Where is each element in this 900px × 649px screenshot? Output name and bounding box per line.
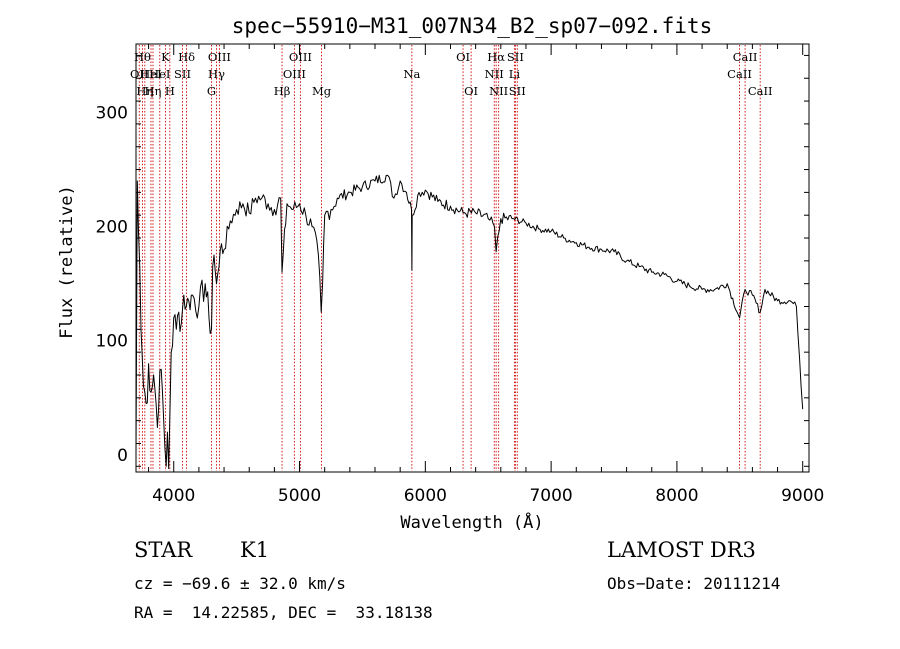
survey-name: LAMOST DR3: [607, 538, 756, 562]
x-tick-label: 8000: [655, 486, 698, 506]
spectral-line-labels: OIIHθHηHeIHηHeIKHSIIHδGHγOIIIHβOIIIOIIIM…: [130, 50, 773, 98]
spectral-line-label: NII: [485, 67, 504, 81]
spectral-line-label: Hη: [145, 84, 162, 98]
coordinates-readout: RA = 14.22585, DEC = 33.18138: [134, 603, 433, 622]
obs-date-readout: Obs−Date: 20111214: [607, 574, 781, 593]
spectral-line-label: SII: [507, 50, 524, 64]
spectral-line-label: OIII: [283, 67, 306, 81]
spectral-line-label: OI: [456, 50, 470, 64]
spectral-line-label: Hβ: [274, 84, 291, 98]
x-axis-ticks: 4000 5000 6000 7000 8000 9000: [148, 44, 824, 506]
x-tick-label: 7000: [529, 486, 572, 506]
spectral-line-label: CaII: [748, 84, 773, 98]
y-axis-label: Flux (relative): [57, 185, 77, 339]
x-tick-label: 9000: [781, 486, 824, 506]
plot-frame: [135, 43, 810, 473]
spectral-line-label: OI: [464, 84, 478, 98]
spectral-line-label: CaII: [727, 67, 752, 81]
y-tick-label: 100: [96, 332, 128, 352]
spectral-line-label: H: [165, 84, 175, 98]
spectral-line-label: OIII: [289, 50, 312, 64]
redshift-readout: cz = −69.6 ± 32.0 km/s: [134, 574, 346, 593]
x-tick-label: 6000: [404, 486, 447, 506]
spectral-line-label: G: [207, 84, 216, 98]
y-axis-ticks: 0 100 200 300: [96, 54, 809, 467]
object-subclass: K1: [240, 538, 270, 562]
spectral-line-label: Hδ: [178, 50, 195, 64]
spectral-line-label: Mg: [312, 84, 332, 98]
chart-title: spec−55910−M31_007N34_B2_sp07−092.fits: [232, 14, 712, 38]
spectrum-line: [135, 174, 804, 470]
x-tick-label: 5000: [278, 486, 321, 506]
object-class: STAR: [134, 538, 193, 562]
spectral-line-label: SII: [509, 84, 526, 98]
spectral-line-label: OIII: [208, 50, 231, 64]
y-tick-label: 0: [117, 446, 128, 466]
spectral-line-label: Li: [509, 67, 521, 81]
spectral-line-label: HeI: [140, 67, 161, 81]
spectral-line-label: Na: [403, 67, 420, 81]
spectral-line-label: Hγ: [208, 67, 225, 81]
spectral-line-label: OII: [130, 67, 149, 81]
x-axis-label: Wavelength (Å): [400, 511, 543, 533]
spectral-line-label: SII: [174, 67, 191, 81]
spectral-line-label: K: [161, 50, 170, 64]
spectral-lines-group: [138, 45, 761, 471]
spectral-line-label: NII: [489, 84, 508, 98]
spectral-line-label: Hη: [136, 84, 153, 98]
x-tick-label: 4000: [152, 486, 195, 506]
spectral-line-label: Hθ: [134, 50, 151, 64]
y-tick-label: 300: [96, 103, 128, 123]
y-tick-label: 200: [96, 218, 128, 238]
spectrum-series: [135, 174, 804, 470]
spectral-line-label: Hα: [487, 50, 505, 64]
spectral-line-label: CaII: [733, 50, 758, 64]
spectral-line-label: HeI: [149, 67, 170, 81]
